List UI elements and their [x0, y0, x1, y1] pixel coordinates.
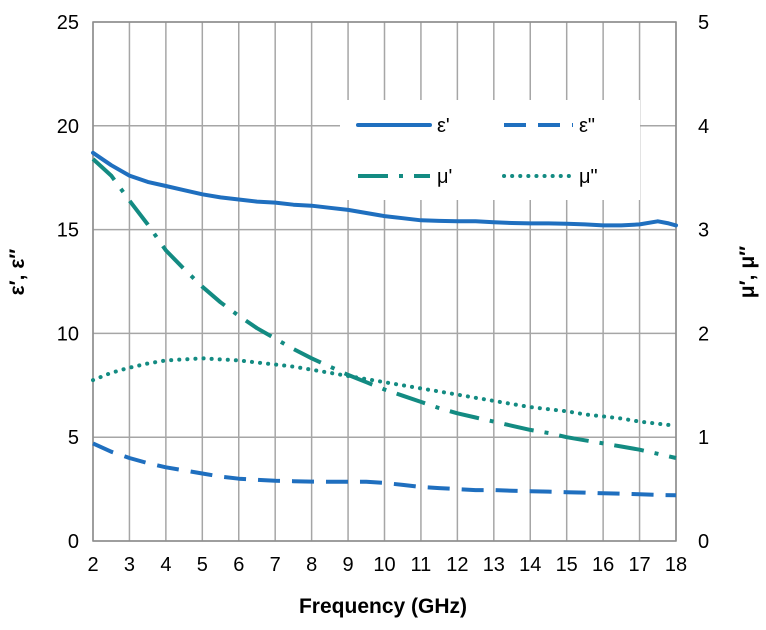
right-y-axis-title: μ′, μ″ [736, 246, 759, 298]
left-y-axis-title: ε′, ε″ [6, 249, 29, 296]
x-tick-label: 17 [628, 554, 650, 576]
right-y-tick-label: 5 [698, 12, 709, 34]
right-y-tick-label: 1 [698, 427, 709, 449]
series-line-eps-imag [92, 441, 677, 498]
series-lines [91, 150, 678, 498]
x-tick-label: 2 [87, 554, 98, 576]
x-tick-label: 7 [270, 554, 281, 576]
legend-label-eps-imag: ε" [579, 115, 595, 137]
series-line-eps-real [91, 150, 678, 228]
series-line-mu-imag [91, 356, 678, 428]
legend-label-eps-real: ε' [437, 115, 450, 137]
x-tick-label: 11 [411, 554, 432, 576]
right-y-tick-label: 2 [698, 323, 709, 345]
left-y-tick-label: 5 [68, 427, 79, 449]
right-y-tick-label: 0 [698, 531, 709, 553]
left-y-tick-label: 20 [57, 116, 79, 138]
legend-label-mu-real: μ' [437, 166, 452, 188]
right-y-tick-label: 4 [698, 116, 709, 138]
right-y-tick-label: 3 [698, 220, 709, 242]
x-tick-label: 4 [160, 554, 171, 576]
x-tick-label: 3 [124, 554, 135, 576]
x-tick-label: 10 [373, 554, 395, 576]
x-tick-label: 18 [665, 554, 687, 576]
plot-area-frame [92, 21, 677, 542]
left-y-tick-label: 10 [57, 323, 79, 345]
x-tick-label: 15 [556, 554, 578, 576]
x-tick-label: 16 [592, 554, 614, 576]
x-tick-label: 5 [197, 554, 208, 576]
x-axis-title: Frequency (GHz) [299, 595, 467, 618]
grid [92, 21, 677, 542]
left-y-tick-label: 0 [68, 531, 79, 553]
legend: ε' ε" μ' μ" [340, 100, 640, 200]
x-tick-label: 13 [483, 554, 505, 576]
x-tick-label: 14 [519, 554, 541, 576]
tick-labels: 2 3 4 5 6 7 8 9 10 11 12 13 14 15 16 17 1805101520250123… [57, 12, 709, 576]
x-tick-label: 8 [306, 554, 317, 576]
series-line-mu-real [91, 157, 677, 460]
x-tick-label: 6 [233, 554, 244, 576]
left-y-tick-label: 15 [57, 220, 79, 242]
x-tick-label: 9 [343, 554, 354, 576]
left-y-tick-label: 25 [57, 12, 79, 34]
x-tick-label: 12 [446, 554, 468, 576]
legend-background [340, 100, 640, 200]
legend-label-mu-imag: μ" [579, 166, 598, 188]
